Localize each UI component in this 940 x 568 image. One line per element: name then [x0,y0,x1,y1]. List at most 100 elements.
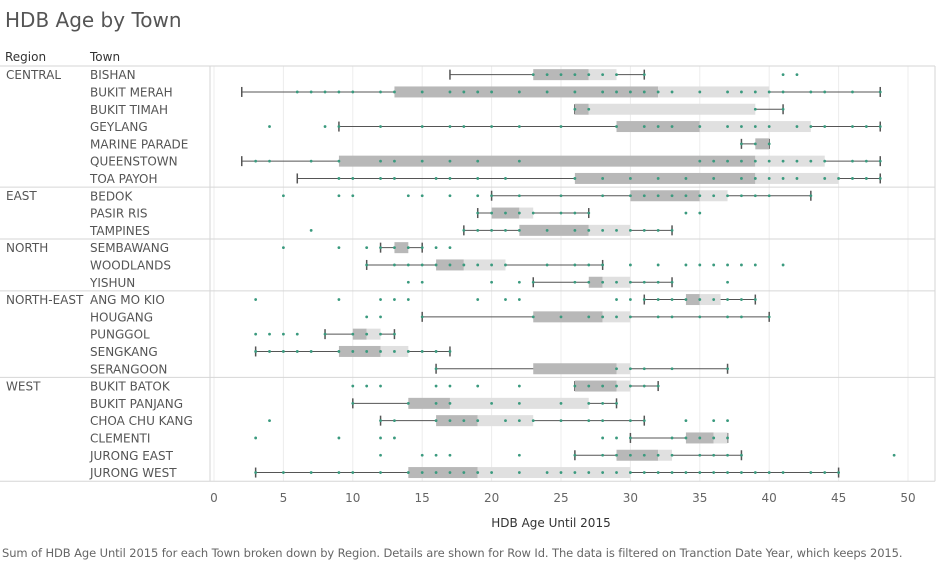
data-point[interactable] [795,73,799,77]
data-point[interactable] [629,177,632,180]
data-point[interactable] [448,194,452,198]
data-point[interactable] [504,211,507,215]
data-point[interactable] [642,228,646,232]
data-point[interactable] [684,436,688,440]
data-point[interactable] [781,471,785,474]
data-point[interactable] [767,142,771,146]
data-point[interactable] [573,90,577,94]
data-point[interactable] [864,159,868,163]
data-point[interactable] [712,177,716,180]
data-point[interactable] [642,384,646,388]
data-point[interactable] [393,332,396,336]
box-upper-half[interactable] [755,155,825,167]
data-point[interactable] [753,107,757,111]
data-point[interactable] [406,246,410,250]
data-point[interactable] [379,246,382,250]
data-point[interactable] [670,367,674,371]
data-point[interactable] [740,90,743,94]
data-point[interactable] [740,471,743,474]
data-point[interactable] [323,90,327,94]
data-point[interactable] [559,211,563,215]
data-point[interactable] [670,453,674,457]
box-lower-half[interactable] [574,103,589,115]
data-point[interactable] [379,436,382,440]
data-point[interactable] [462,419,466,423]
data-point[interactable] [615,73,618,77]
data-point[interactable] [642,453,646,457]
data-point[interactable] [726,367,729,371]
data-point[interactable] [809,125,813,128]
data-point[interactable] [573,453,577,457]
data-point[interactable] [448,263,452,267]
data-point[interactable] [420,125,424,128]
data-point[interactable] [587,107,591,111]
data-point[interactable] [406,350,410,353]
data-point[interactable] [851,159,854,163]
data-point[interactable] [434,246,438,250]
data-point[interactable] [517,384,521,388]
data-point[interactable] [878,90,882,94]
data-point[interactable] [393,298,396,301]
data-point[interactable] [337,125,341,128]
data-point[interactable] [351,350,355,353]
data-point[interactable] [420,280,424,284]
data-point[interactable] [379,177,382,180]
box-lower-half[interactable] [338,345,381,357]
box-upper-half[interactable] [616,380,631,392]
data-point[interactable] [462,125,466,128]
data-point[interactable] [684,419,688,423]
data-point[interactable] [656,280,660,284]
data-point[interactable] [726,280,729,284]
data-point[interactable] [740,315,743,319]
data-point[interactable] [615,315,618,319]
data-point[interactable] [476,298,480,301]
data-point[interactable] [684,211,688,215]
data-point[interactable] [573,107,577,111]
data-point[interactable] [642,194,646,198]
box-lower-half[interactable] [394,242,409,254]
data-point[interactable] [517,159,521,163]
data-point[interactable] [420,263,424,267]
data-point[interactable] [365,263,369,267]
data-point[interactable] [656,228,660,232]
data-point[interactable] [726,315,729,319]
data-point[interactable] [573,471,577,474]
data-point[interactable] [337,90,341,94]
data-point[interactable] [629,419,632,423]
data-point[interactable] [656,90,660,94]
data-point[interactable] [545,263,549,267]
data-point[interactable] [448,125,452,128]
data-point[interactable] [615,125,618,128]
data-point[interactable] [393,177,396,180]
data-point[interactable] [670,280,674,284]
data-point[interactable] [393,90,396,94]
data-point[interactable] [351,90,355,94]
data-point[interactable] [476,159,480,163]
data-point[interactable] [406,401,410,405]
data-point[interactable] [601,228,605,232]
data-point[interactable] [351,177,355,180]
data-point[interactable] [393,419,396,423]
data-point[interactable] [698,436,702,440]
data-point[interactable] [684,298,688,301]
data-point[interactable] [254,159,258,163]
data-point[interactable] [740,263,743,267]
data-point[interactable] [670,315,674,319]
data-point[interactable] [629,384,632,388]
data-point[interactable] [851,90,854,94]
box-lower-half[interactable] [394,86,659,98]
box-upper-half[interactable] [713,432,728,444]
data-point[interactable] [615,367,618,371]
data-point[interactable] [615,298,618,301]
data-point[interactable] [365,315,369,319]
data-point[interactable] [476,263,480,267]
data-point[interactable] [559,194,563,198]
data-point[interactable] [448,177,452,180]
data-point[interactable] [573,280,577,284]
data-point[interactable] [712,453,716,457]
data-point[interactable] [309,350,313,353]
data-point[interactable] [448,471,452,474]
data-point[interactable] [406,280,410,284]
box-upper-half[interactable] [519,207,534,219]
data-point[interactable] [601,315,605,319]
